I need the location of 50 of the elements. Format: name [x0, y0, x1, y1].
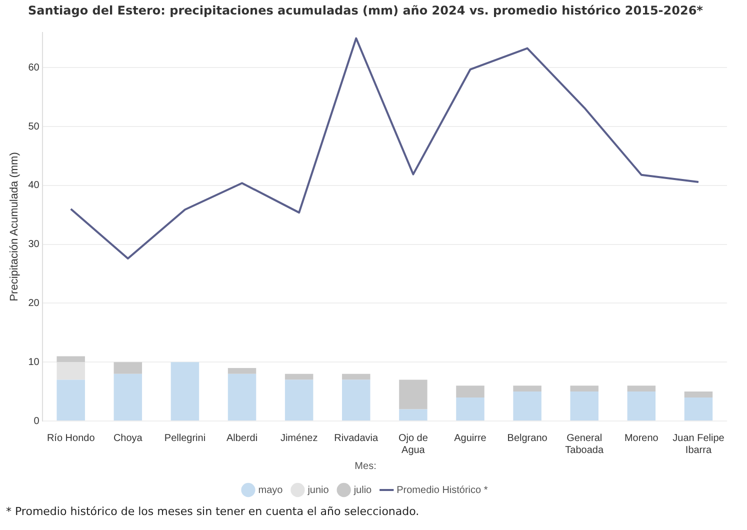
y-axis-title: Precipitación Acumulada (mm): [8, 152, 21, 302]
x-tick-label: Jiménez: [280, 432, 318, 444]
bar: [399, 380, 428, 410]
bar: [228, 368, 256, 374]
x-tick-label: Juan Felipe Ibarra: [672, 432, 725, 456]
bar: [56, 380, 85, 420]
bar: [399, 409, 428, 420]
y-tick-label: 60: [28, 62, 40, 74]
y-tick-label: 30: [28, 239, 40, 250]
bar: [513, 386, 542, 392]
bar: [456, 397, 484, 420]
x-tick-label: Moreno: [624, 432, 659, 444]
bar: [570, 392, 598, 420]
x-tick-label: Pellegrini: [164, 432, 206, 444]
y-tick-label: 20: [28, 298, 40, 309]
y-tick-label: 10: [28, 356, 40, 368]
x-tick-label: Aguirre: [454, 432, 487, 444]
bar: [570, 386, 598, 392]
x-tick-label: Ojo de Agua: [398, 432, 428, 456]
bar: [114, 362, 142, 374]
bar: [342, 380, 370, 420]
bar: [284, 374, 314, 380]
bar: [56, 356, 85, 362]
bar: [627, 386, 656, 392]
legend-label: junio: [306, 484, 330, 496]
bar: [228, 374, 256, 420]
y-tick-label: 50: [28, 121, 40, 132]
y-tick-label: 0: [34, 416, 40, 427]
bar: [114, 374, 142, 420]
x-tick-label: Alberdi: [226, 432, 258, 444]
x-tick-label: Choya: [113, 432, 143, 444]
x-tick-label: Belgrano: [507, 432, 548, 444]
legend-label: mayo: [258, 484, 284, 496]
legend-label: julio: [352, 484, 372, 496]
bar: [627, 392, 656, 420]
legend-title: Mes:: [354, 460, 376, 472]
chart-title: Santiago del Estero: precipitaciones acumuladas (mm) año 2024 vs. promedio histórico 2015-2026*: [28, 3, 704, 18]
bar: [684, 397, 713, 420]
bar: [456, 386, 484, 398]
x-tick-label: Río Hondo: [46, 432, 96, 444]
bar: [342, 374, 370, 380]
text: * Promedio histórico de los meses sin tener en cuenta el año seleccionado.: [5, 505, 420, 518]
bar: [513, 392, 542, 420]
legend-label: Promedio Histórico *: [396, 484, 488, 496]
y-tick-label: 40: [28, 180, 40, 192]
bar: [284, 380, 314, 420]
x-tick-label: General Taboada: [565, 432, 604, 456]
bar: [684, 392, 713, 398]
bar: [170, 362, 200, 420]
x-tick-label: Rivadavia: [334, 432, 379, 444]
